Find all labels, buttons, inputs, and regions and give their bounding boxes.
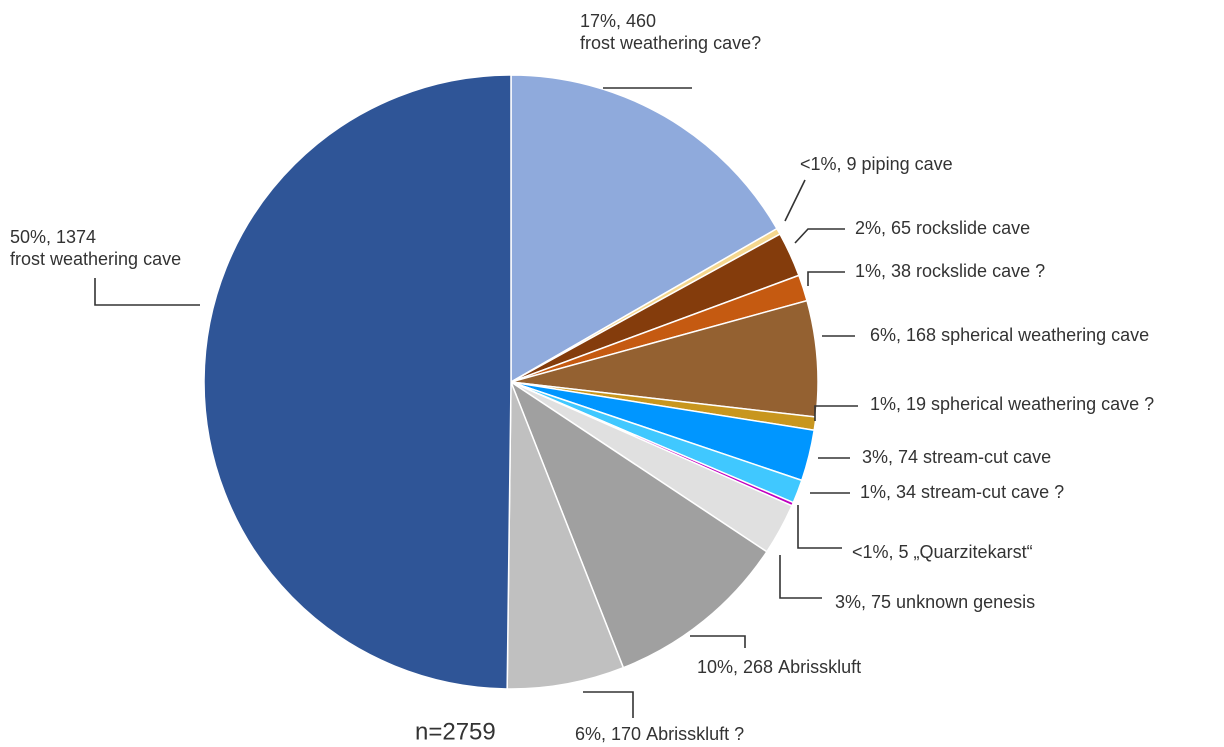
data-label: 50%, 1374 frost weathering cave bbox=[10, 227, 181, 269]
category-label: Abrisskluft bbox=[778, 657, 861, 677]
category-label: rockslide cave bbox=[916, 218, 1030, 238]
leader-line bbox=[797, 505, 842, 549]
value-label: 1%, 19 bbox=[870, 394, 926, 414]
leader-line bbox=[779, 555, 822, 599]
value-label: 17%, 460 bbox=[580, 11, 656, 31]
annotation: n=2759 bbox=[415, 718, 496, 745]
category-label: stream-cut cave bbox=[923, 447, 1051, 467]
leader-line bbox=[94, 278, 200, 306]
value-label: 1%, 38 bbox=[855, 261, 911, 281]
leader-line bbox=[814, 405, 858, 421]
value-label: 2%, 65 bbox=[855, 218, 911, 238]
pie-slice bbox=[506, 381, 625, 690]
category-label: stream-cut cave ? bbox=[921, 482, 1064, 502]
data-label: <1%, 5 „Quarzitekarst“ bbox=[852, 542, 1033, 562]
pie-slice bbox=[510, 74, 778, 384]
category-label: frost weathering cave bbox=[10, 249, 181, 269]
value-label: 10%, 268 bbox=[697, 657, 773, 677]
category-label: Abrisskluft ? bbox=[646, 724, 744, 744]
value-label: 3%, 75 bbox=[835, 592, 891, 612]
value-label: 6%, 168 bbox=[870, 325, 936, 345]
value-label: 1%, 34 bbox=[860, 482, 916, 502]
pie-slice bbox=[510, 299, 819, 418]
leader-line bbox=[794, 228, 845, 244]
value-label: 50%, 1374 bbox=[10, 227, 96, 247]
data-label: 10%, 268 Abrisskluft bbox=[697, 657, 861, 677]
category-label: unknown genesis bbox=[896, 592, 1035, 612]
data-label: 3%, 75 unknown genesis bbox=[835, 592, 1035, 612]
data-label: 1%, 19 spherical weathering cave ? bbox=[870, 394, 1154, 414]
data-label: 2%, 65 rockslide cave bbox=[855, 218, 1030, 238]
category-label: frost weathering cave? bbox=[580, 33, 761, 53]
data-label: 6%, 168 spherical weathering cave bbox=[870, 325, 1149, 345]
data-label: 3%, 74 stream-cut cave bbox=[862, 447, 1051, 467]
data-label: 1%, 34 stream-cut cave ? bbox=[860, 482, 1064, 502]
leader-line bbox=[583, 691, 634, 718]
pie-slice bbox=[203, 74, 512, 690]
data-label: 6%, 170 Abrisskluft ? bbox=[575, 724, 744, 744]
value-label: 3%, 74 bbox=[862, 447, 918, 467]
category-label: rockslide cave ? bbox=[916, 261, 1045, 281]
value-label: 6%, 170 bbox=[575, 724, 641, 744]
leader-line bbox=[807, 271, 845, 286]
pie-slice bbox=[509, 380, 768, 669]
category-label: spherical weathering cave bbox=[941, 325, 1149, 345]
data-label: 17%, 460 frost weathering cave? bbox=[580, 11, 761, 53]
category-label: „Quarzitekarst“ bbox=[914, 542, 1033, 562]
data-label: 1%, 38 rockslide cave ? bbox=[855, 261, 1045, 281]
data-label: <1%, 9 piping cave bbox=[800, 154, 953, 174]
value-label: <1%, 9 bbox=[800, 154, 857, 174]
category-label: piping cave bbox=[862, 154, 953, 174]
value-label: <1%, 5 bbox=[852, 542, 909, 562]
leader-line bbox=[784, 179, 806, 222]
category-label: spherical weathering cave ? bbox=[931, 394, 1154, 414]
leader-line bbox=[690, 635, 746, 648]
